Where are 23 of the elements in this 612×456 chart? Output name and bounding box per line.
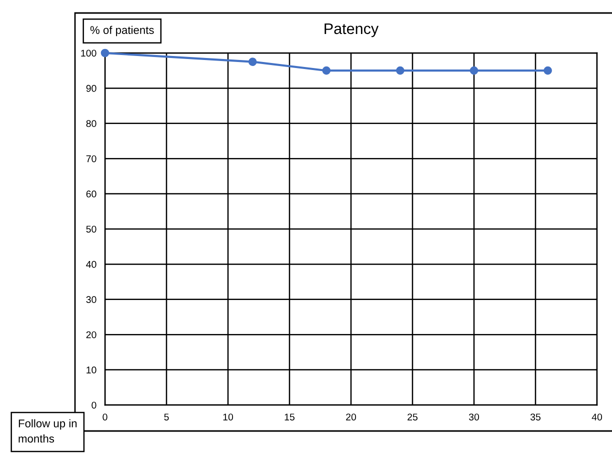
chart-title: Patency	[324, 23, 379, 38]
y-tick-label: 60	[86, 190, 96, 198]
y-tick-label: 90	[86, 84, 96, 92]
y-tick-label: 50	[86, 226, 96, 233]
x-tick-label: 20	[346, 414, 356, 420]
x-tick-label: 0	[102, 414, 108, 420]
y-tick-label: 70	[86, 155, 96, 162]
x-tick-label: 15	[284, 414, 294, 420]
y-tick-label: 40	[86, 260, 96, 268]
x-tick-label: 25	[408, 414, 418, 420]
x-tick-label: 40	[592, 414, 602, 420]
x-tick-label: 10	[223, 414, 234, 420]
y-tick-label: 30	[86, 296, 96, 304]
y-tick-label: 100	[81, 50, 96, 57]
x-axis-title: Follow up in months	[18, 419, 77, 443]
y-tick-label: 0	[92, 402, 96, 409]
y-tick-label: 20	[86, 331, 96, 338]
x-tick-label: 5	[164, 414, 169, 420]
x-tick-label: 35	[530, 414, 540, 420]
y-axis-title: % of patients	[90, 26, 154, 36]
x-tick-label: 30	[468, 414, 480, 420]
y-tick-label: 80	[86, 120, 96, 128]
y-tick-label: 10	[86, 366, 96, 374]
